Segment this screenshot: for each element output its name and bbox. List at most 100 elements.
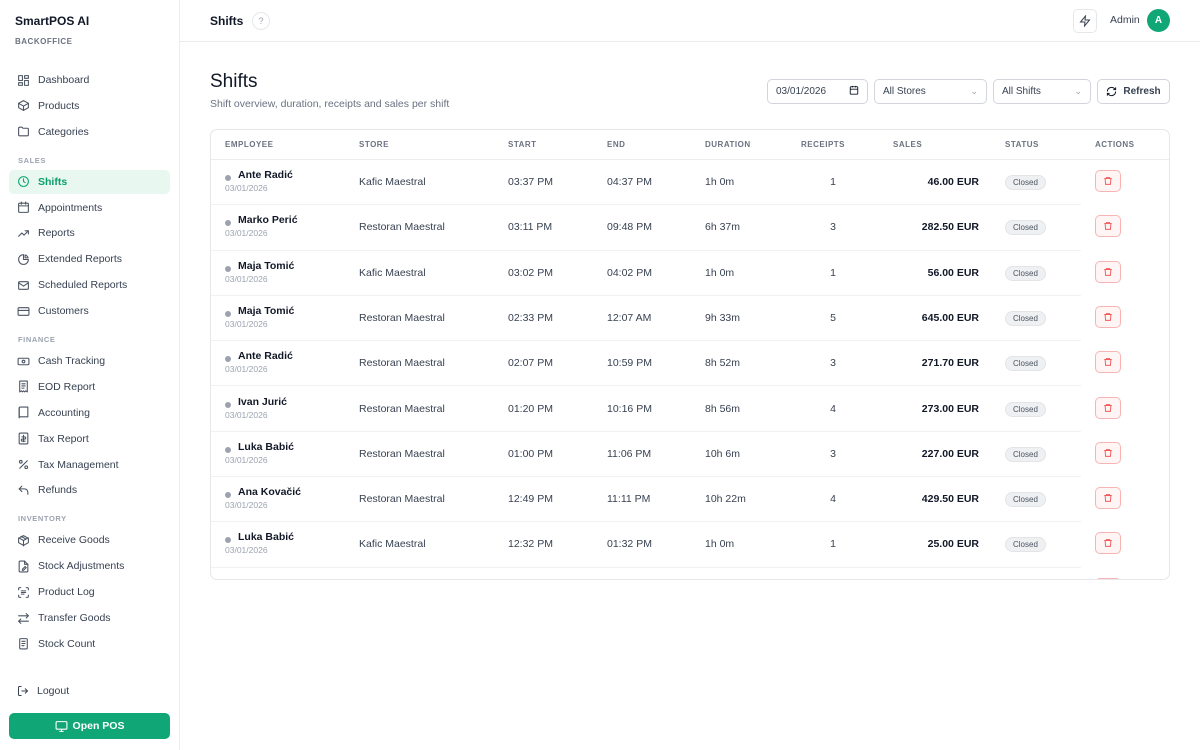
table-row[interactable]: Marko Perić 03/01/2026 Restoran Maestral 03… <box>211 205 1081 251</box>
sidebar-item-dashboard[interactable]: Dashboard <box>9 68 170 92</box>
sidebar-item-scheduled-reports[interactable]: Scheduled Reports <box>9 273 170 297</box>
file-edit-icon <box>17 560 30 573</box>
delete-shift-button[interactable] <box>1095 532 1121 555</box>
refresh-icon <box>1107 86 1117 97</box>
employee-name: Ante Radić <box>238 350 293 363</box>
sidebar-item-stock-count[interactable]: Stock Count <box>9 632 170 656</box>
sidebar-item-label: Stock Count <box>38 637 96 650</box>
employee-name: Marko Perić <box>238 214 298 227</box>
sidebar-item-accounting[interactable]: Accounting <box>9 401 170 425</box>
trash-icon <box>1104 539 1112 548</box>
refresh-button[interactable]: Refresh <box>1097 79 1170 104</box>
duration: 8h 52m <box>705 357 741 370</box>
sidebar-item-cash-tracking[interactable]: Cash Tracking <box>9 349 170 373</box>
sidebar-item-label: Scheduled Reports <box>38 279 128 292</box>
shift-date: 03/01/2026 <box>225 364 268 375</box>
table-row[interactable]: Maja Tomić 03/01/2026 Kafic Maestral 03:02 … <box>211 251 1081 296</box>
sidebar-item-transfer-goods[interactable]: Transfer Goods <box>9 606 170 630</box>
sidebar-item-refunds[interactable]: Refunds <box>9 478 170 502</box>
sidebar-item-tax-management[interactable]: Tax Management <box>9 453 170 477</box>
delete-shift-button[interactable] <box>1095 170 1121 192</box>
delete-shift-button[interactable] <box>1095 487 1121 510</box>
delete-shift-button[interactable] <box>1095 577 1121 579</box>
delete-shift-button[interactable] <box>1095 441 1121 464</box>
user-name[interactable]: Admin <box>1110 14 1140 26</box>
sidebar-item-tax-report[interactable]: Tax Report <box>9 427 170 451</box>
table-row[interactable]: Luka Babić 03/01/2026 Restoran Maestral 01:… <box>211 432 1081 478</box>
sidebar-item-categories[interactable]: Categories <box>9 120 170 144</box>
start-time: 12:32 PM <box>508 538 553 551</box>
mail-icon <box>17 279 30 292</box>
start-time: 01:20 PM <box>508 402 553 415</box>
help-icon[interactable]: ? <box>252 12 270 30</box>
date-picker[interactable]: 03/01/2026 <box>767 79 868 104</box>
sidebar-item-extended-reports[interactable]: Extended Reports <box>9 247 170 271</box>
brand: SmartPOS AI BACKOFFICE <box>15 14 89 46</box>
duration: 10h 6m <box>705 447 741 460</box>
store-filter-select[interactable]: All Stores ⌄ <box>874 79 987 104</box>
shift-date: 03/01/2026 <box>225 273 268 284</box>
status-dot <box>225 401 231 408</box>
tax-doc-icon <box>17 432 30 445</box>
end-time: 11:06 PM <box>607 447 652 460</box>
status-badge: Closed <box>1005 175 1046 190</box>
sidebar-item-label: Tax Report <box>38 432 89 445</box>
chevron-down-icon: ⌄ <box>1074 86 1082 96</box>
book-icon <box>17 406 30 419</box>
sidebar-item-products[interactable]: Products <box>9 94 170 118</box>
table-row[interactable]: Luka Babić 03/01/2026 Kafic Maestral 12:32 … <box>211 522 1081 568</box>
sidebar-item-label: Customers <box>38 305 89 318</box>
receipts-count: 4 <box>830 493 836 506</box>
status-badge: Closed <box>1005 265 1046 281</box>
avatar[interactable]: A <box>1147 9 1170 32</box>
sidebar-item-reports[interactable]: Reports <box>9 221 170 245</box>
clock-icon <box>17 175 30 188</box>
receipts-count: 3 <box>830 221 836 234</box>
trash-icon <box>1104 313 1112 321</box>
dashboard-icon <box>17 74 30 87</box>
table-row[interactable]: Ante Radić 03/01/2026 Kafic Maestral 03:37 … <box>211 160 1081 206</box>
table-row[interactable]: Ante Radić 03/01/2026 Restoran Maestral 02:… <box>211 341 1081 387</box>
percent-icon <box>17 458 30 471</box>
sidebar-item-customers[interactable]: Customers <box>9 299 170 323</box>
column-header: SALES <box>893 140 923 149</box>
open-pos-button[interactable]: Open POS <box>9 713 170 739</box>
receipts-count: 4 <box>830 402 836 415</box>
end-time: 04:37 PM <box>607 176 652 188</box>
store-name: Restoran Maestral <box>359 221 445 234</box>
employee-name: Maja Tomić <box>238 259 295 272</box>
delete-shift-button[interactable] <box>1095 215 1121 238</box>
logout-icon <box>18 686 29 696</box>
sidebar-item-shifts[interactable]: Shifts <box>9 169 170 194</box>
sidebar-item-label: Shifts <box>38 175 68 188</box>
employee-name: Ana Kovačić <box>238 486 302 499</box>
table-row[interactable]: Ivan Jurić 03/01/2026 Restoran Maestral 01:… <box>211 387 1081 432</box>
sidebar-item-receive-goods[interactable]: Receive Goods <box>9 528 170 552</box>
table-row[interactable]: Ana Kovačić 03/01/2026 Restoran Maestral 12… <box>211 477 1081 523</box>
delete-shift-button[interactable] <box>1095 396 1121 419</box>
scan-icon <box>17 586 30 599</box>
end-time: 11:11 PM <box>607 493 651 506</box>
shift-filter-select[interactable]: All Shifts ⌄ <box>993 79 1091 104</box>
sales-amount: 25.00 EUR <box>927 538 979 551</box>
sidebar-item-label: EOD Report <box>38 380 96 393</box>
delete-shift-button[interactable] <box>1095 305 1121 328</box>
delete-shift-button[interactable] <box>1095 260 1121 283</box>
sidebar-item-stock-adjustments[interactable]: Stock Adjustments <box>9 554 170 578</box>
start-time: 12:49 PM <box>508 493 553 506</box>
logout-button[interactable]: Logout <box>17 685 69 697</box>
sales-amount: 227.00 EUR <box>921 447 979 460</box>
table-header: EMPLOYEE STORE START END DURATION RECEIPTS SAL… <box>211 130 1169 160</box>
receipts-count: 3 <box>830 357 836 370</box>
table-row[interactable]: Maja Tomić 03/01/2026 Restoran Maestral 02:… <box>211 296 1081 342</box>
trash-icon <box>1104 267 1112 276</box>
sidebar-item-appointments[interactable]: Appointments <box>9 196 170 220</box>
page-subtitle: Shift overview, duration, receipts and s… <box>210 98 450 110</box>
calendar-icon[interactable] <box>849 85 859 98</box>
store-filter-value: All Stores <box>883 86 926 97</box>
delete-shift-button[interactable] <box>1095 351 1121 374</box>
bolt-icon <box>1079 15 1091 27</box>
sidebar-item-eod-report[interactable]: EOD Report <box>9 375 170 399</box>
sidebar-item-product-log[interactable]: Product Log <box>9 580 170 604</box>
quick-actions-button[interactable] <box>1073 9 1097 33</box>
